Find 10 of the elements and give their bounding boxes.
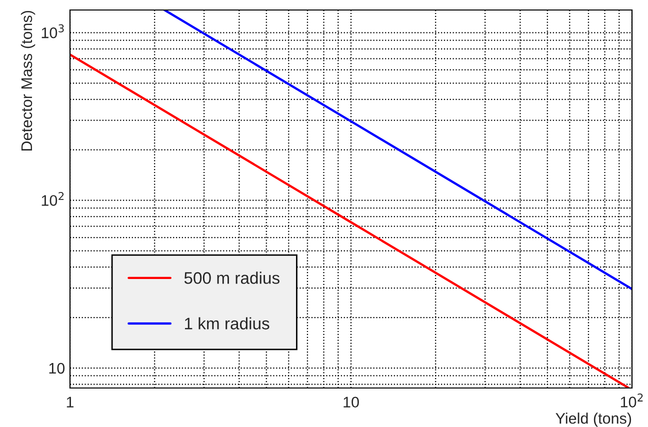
y-tick-label: 10 xyxy=(49,362,65,374)
y-tick-label: 10$^{3}$ xyxy=(42,24,64,38)
x-axis-title: Yield (tons) xyxy=(556,412,632,427)
legend-label: 500 m radius xyxy=(184,272,280,284)
x-tick-label: 10 xyxy=(344,396,359,408)
legend-label: 1 km radius xyxy=(184,317,270,330)
y-axis-title: Detector Mass (tons) xyxy=(20,10,36,151)
x-tick-label: 1 xyxy=(66,396,74,408)
y-tick-label: 10$^{2}$ xyxy=(42,192,64,206)
x-tick-label: 10$^{2}$ xyxy=(620,394,643,408)
